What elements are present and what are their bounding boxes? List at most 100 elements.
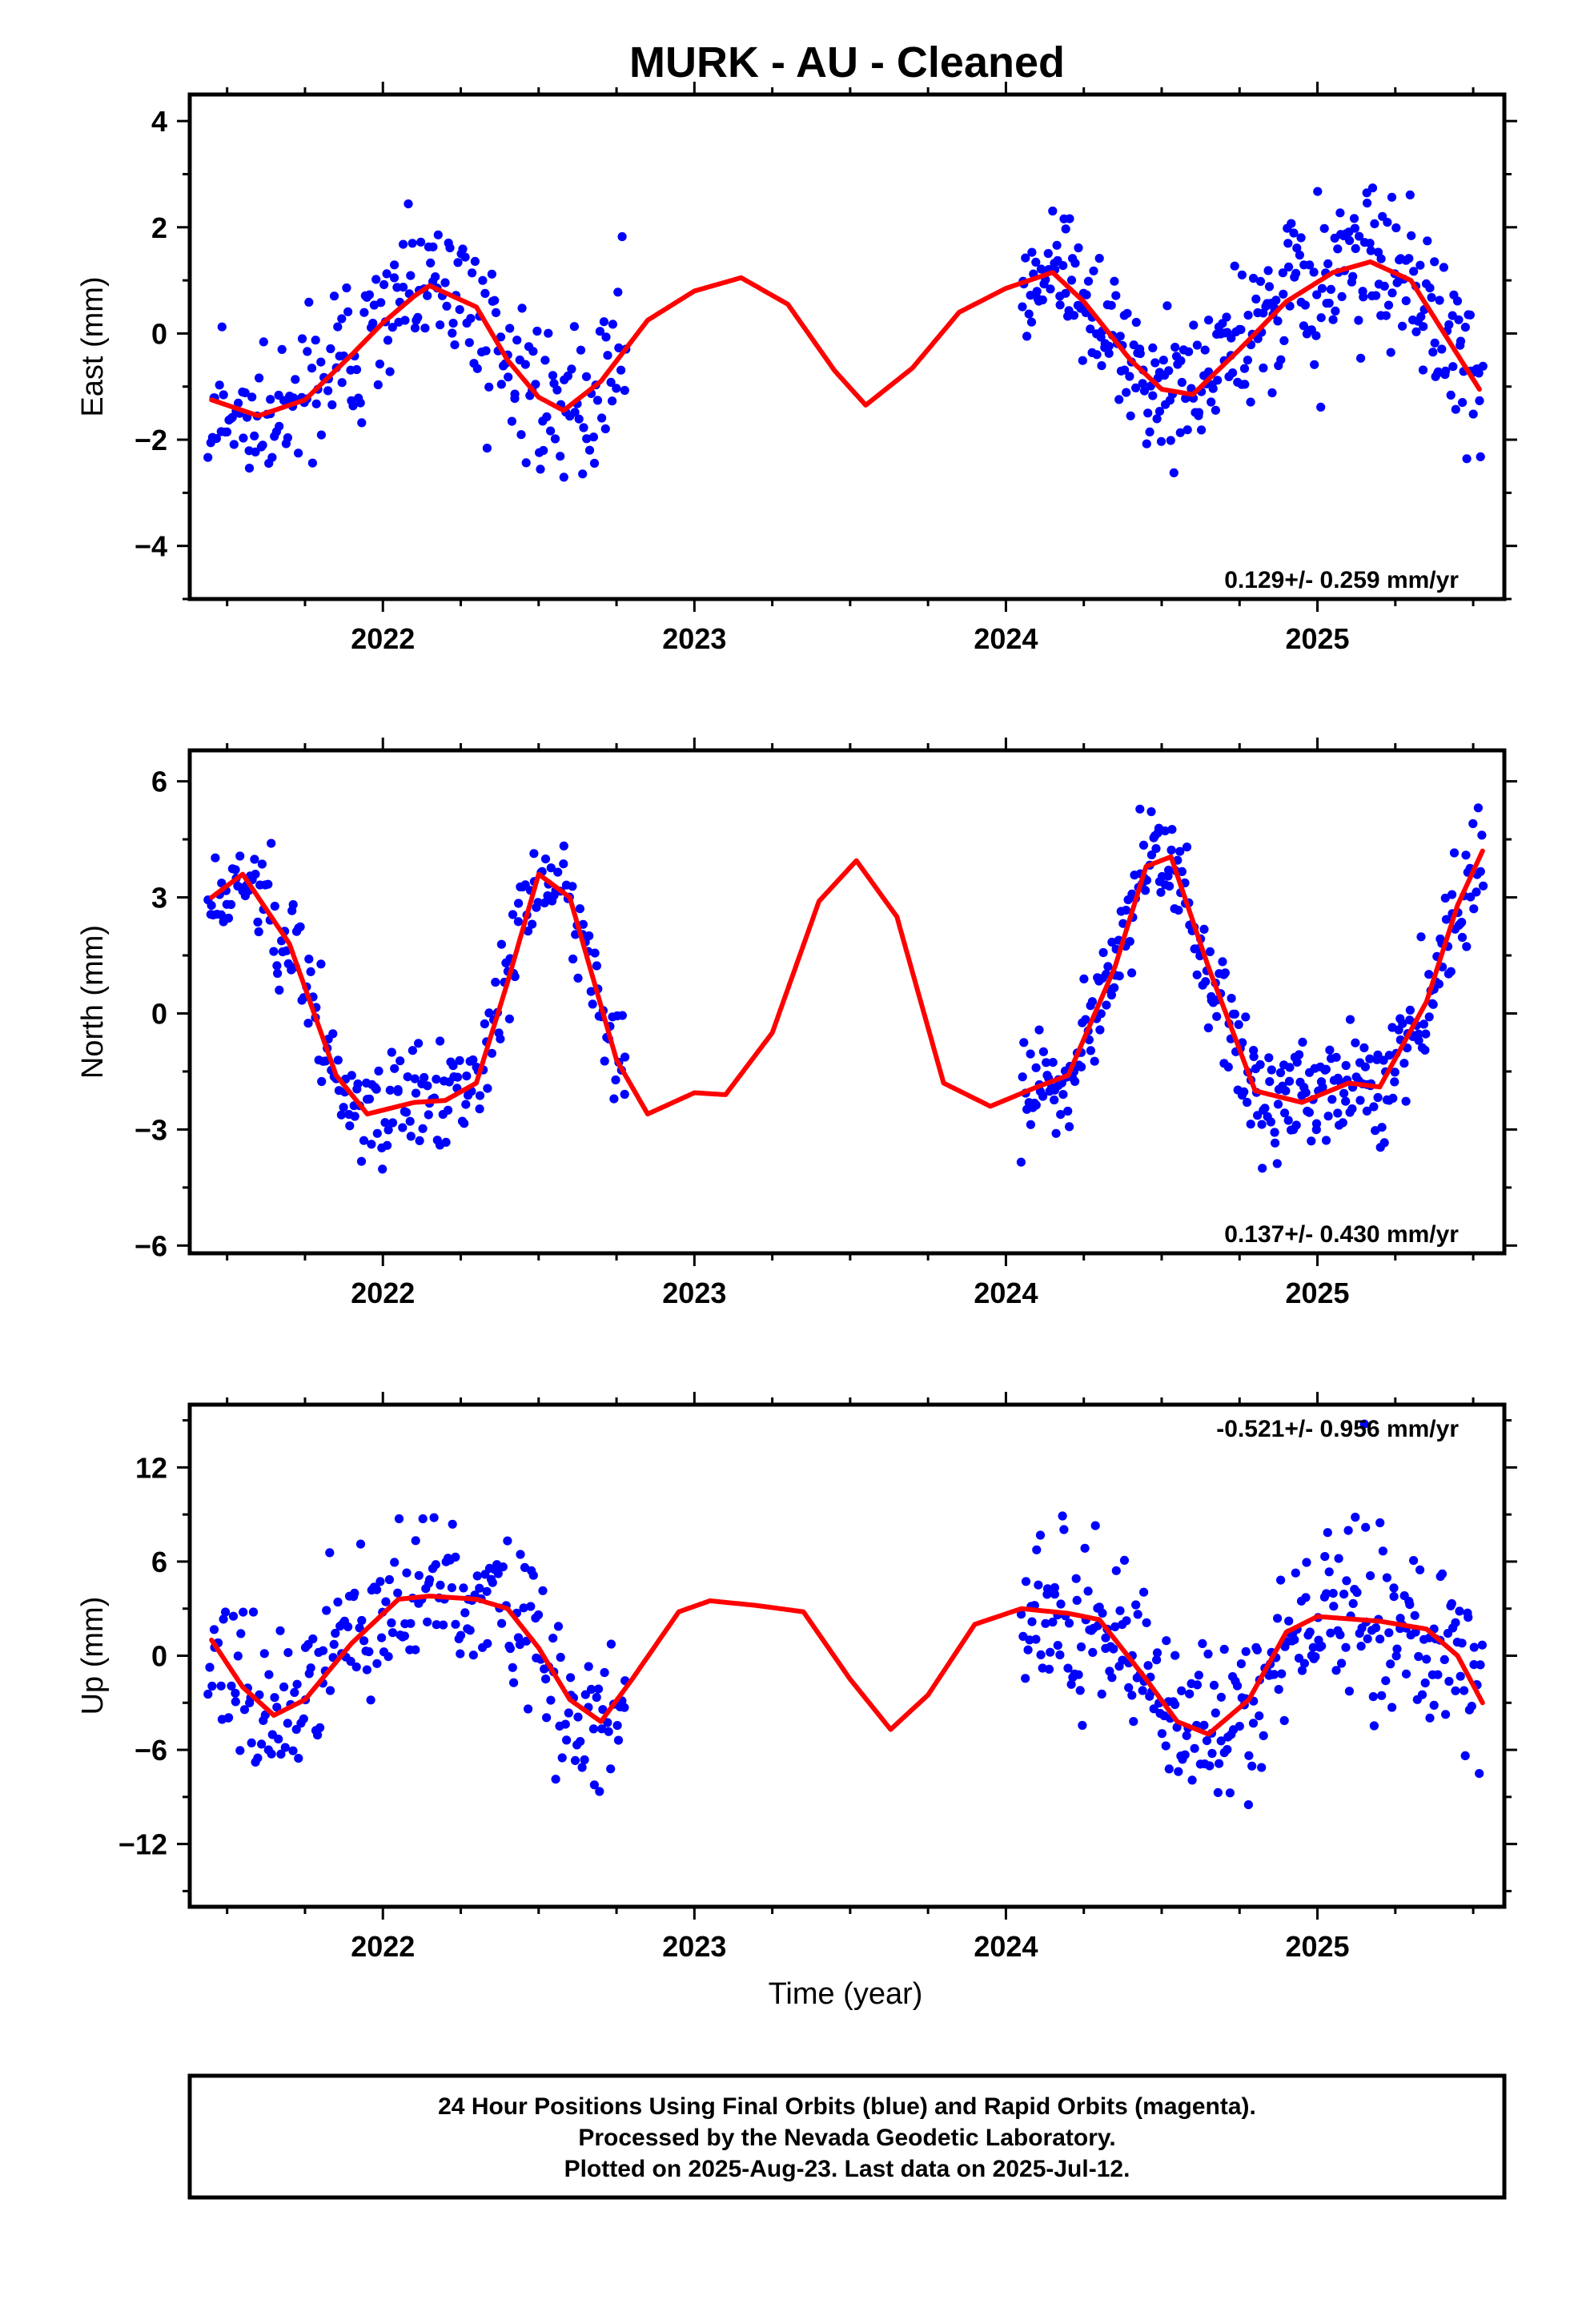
data-point [1052,240,1062,250]
data-point [207,1681,217,1691]
data-point [1371,1623,1381,1633]
data-point [304,955,314,964]
data-point [546,1695,556,1705]
data-point [1378,211,1387,221]
data-point [1139,1587,1149,1597]
data-point [1401,1669,1411,1679]
data-point [1348,271,1358,281]
data-point [1026,1120,1035,1129]
data-point [480,288,490,298]
rate-label: -0.521+/- 0.956 mm/yr [1216,1416,1459,1442]
data-point [350,1112,359,1121]
data-point [546,426,556,436]
data-point [1318,1083,1327,1092]
data-point [551,1775,560,1784]
data-point [568,882,577,891]
data-point [559,859,568,869]
data-point [578,469,588,479]
data-point [339,1103,348,1112]
data-point [1367,183,1378,193]
data-point [1034,1580,1043,1590]
data-point [1430,338,1439,348]
data-point [581,372,592,381]
data-point [347,1071,356,1080]
data-point [233,1651,243,1661]
data-point [1280,1108,1290,1118]
data-point [272,961,282,971]
data-point [1241,1012,1251,1022]
data-point [1237,270,1247,279]
data-point [248,1607,259,1617]
data-point [323,386,333,396]
data-point [1378,1546,1387,1556]
x-tick-label: 2024 [974,622,1038,655]
data-point [406,1132,416,1141]
data-point [1111,1566,1121,1575]
data-point [1441,366,1451,376]
data-point [459,1583,468,1593]
data-point [428,242,438,251]
data-point [541,1675,551,1684]
data-point [1300,300,1310,310]
data-point [460,1608,470,1618]
data-point [1143,1661,1153,1671]
data-point [508,1663,517,1672]
data-point [507,416,517,426]
data-point [475,1583,484,1593]
data-point [257,859,267,869]
data-point [1083,1586,1093,1596]
footer-frame [187,2073,1507,2200]
data-point [480,1019,490,1029]
data-point [1122,308,1132,318]
data-point [403,1072,412,1082]
data-point [1390,1077,1399,1087]
data-point [1249,1051,1259,1061]
data-point [440,278,450,287]
data-point [1476,1660,1485,1670]
data-point [1031,1634,1041,1644]
data-point [267,452,277,462]
data-point [1405,190,1415,199]
data-point [1182,842,1192,852]
data-point [1051,1128,1061,1138]
data-point [608,396,617,406]
data-point [455,1055,464,1065]
data-point [1255,276,1266,286]
data-point [1267,1065,1276,1075]
data-point [399,239,408,249]
data-point [288,1746,298,1755]
data-point [483,1638,492,1648]
data-point [1359,1419,1369,1429]
data-point [283,1648,293,1658]
data-point [1097,361,1106,371]
data-point [491,308,501,317]
data-point [1211,1708,1220,1718]
data-point [432,1075,441,1084]
data-point [1175,846,1185,856]
data-point [513,1633,524,1642]
data-point [431,1560,440,1570]
data-point [452,1072,463,1082]
data-point [553,1622,564,1631]
data-point [1398,321,1407,331]
data-point [1252,1645,1262,1655]
data-point [1192,1680,1203,1690]
data-point [566,1673,576,1683]
data-point [1098,947,1108,958]
data-point [1239,364,1250,373]
data-point [1321,1064,1331,1074]
data-point [451,1552,460,1562]
data-point [1094,254,1104,263]
data-point [1271,296,1281,305]
data-point [1370,219,1379,228]
data-point [447,1583,457,1593]
data-point [400,1631,409,1641]
data-point [1046,1647,1055,1657]
data-point [1151,844,1161,854]
data-point [1220,968,1230,978]
data-point [1152,1655,1162,1665]
x-tick-label: 2025 [1285,1277,1349,1309]
data-point [247,1738,256,1747]
data-point [1338,1118,1347,1128]
data-point [528,919,537,929]
